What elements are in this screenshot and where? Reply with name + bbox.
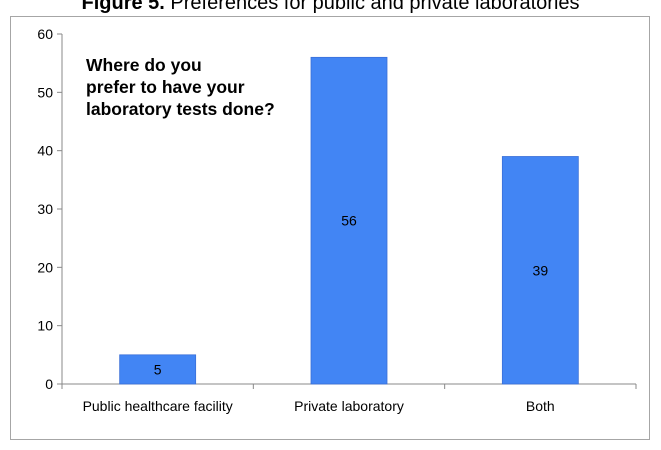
chart-title-line-2: prefer to have your <box>86 77 245 97</box>
chart-title: Where do you prefer to have your laborat… <box>86 54 326 120</box>
chart-title-line-1: Where do you <box>86 55 202 75</box>
x-category-label: Private laboratory <box>294 398 404 414</box>
y-tick-label: 20 <box>37 259 53 275</box>
y-tick-label: 10 <box>37 318 53 334</box>
y-tick-label: 50 <box>37 84 53 100</box>
bar-chart: 0 10 20 30 40 50 60 5 Public healthcare facility… <box>37 26 637 414</box>
x-category-label: Public healthcare facility <box>83 398 233 414</box>
x-category-label: Both <box>526 398 555 414</box>
bar <box>119 354 197 385</box>
figure-caption: Figure 5. Preferences for public and pri… <box>0 0 661 14</box>
y-tick-label: 60 <box>37 26 53 42</box>
y-tick-label: 40 <box>37 143 53 159</box>
chart-frame: 0 10 20 30 40 50 60 5 Public healthcare facility… <box>10 16 650 440</box>
figure-caption-text: Preferences for public and private labor… <box>164 0 580 14</box>
bar-data-label: 39 <box>533 262 549 278</box>
y-tick-label: 0 <box>45 376 53 392</box>
bar <box>501 156 579 385</box>
figure-label: Figure 5. <box>81 0 165 14</box>
bar <box>310 56 388 385</box>
chart-title-line-3: laboratory tests done? <box>86 99 275 119</box>
bar-data-label: 5 <box>154 361 162 377</box>
bar-data-label: 56 <box>341 213 357 229</box>
y-tick-label: 30 <box>37 201 53 217</box>
